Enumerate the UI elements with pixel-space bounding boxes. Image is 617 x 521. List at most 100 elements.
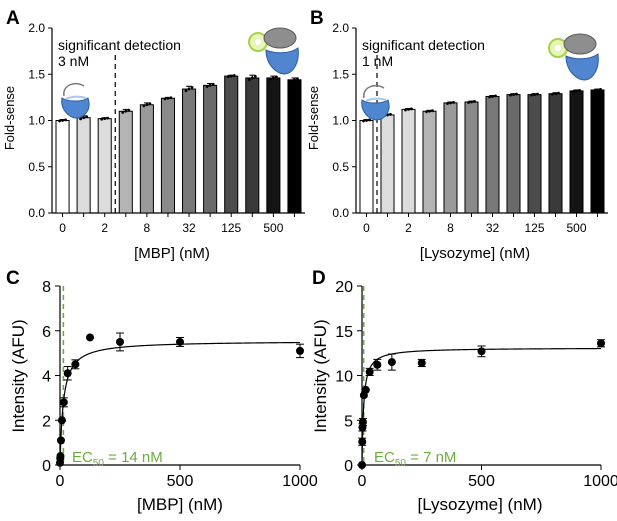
annotation-line2: 3 nM xyxy=(58,53,89,69)
replicate-point xyxy=(274,75,278,79)
bar-chart-area: 0.0 0.5 1.0 1.5 2.0 0 2 8 32 125 500 xyxy=(332,21,608,235)
replicate-point xyxy=(596,88,599,92)
replicate-point xyxy=(82,116,86,120)
data-point xyxy=(86,333,94,342)
replicate-point xyxy=(389,112,392,116)
y-axis-title: Fold-sense xyxy=(2,86,17,150)
data-point xyxy=(116,337,124,346)
ec50-label: EC50 = 7 nM xyxy=(374,449,456,469)
replicate-point xyxy=(425,110,428,114)
scatter-chart-area: 0 5 10 15 20 0 500 1000 xyxy=(335,279,617,490)
replicate-point xyxy=(407,108,410,111)
data-point xyxy=(597,339,605,348)
bar xyxy=(485,95,500,214)
replicate-point xyxy=(247,78,251,82)
panel-label: C xyxy=(6,268,20,289)
bound-sensor-icon xyxy=(248,27,299,75)
bar xyxy=(464,101,479,214)
replicate-point xyxy=(296,77,299,81)
fit-curve xyxy=(361,347,601,465)
ec50-sub: 50 xyxy=(395,458,407,469)
replicate-point xyxy=(512,93,515,96)
replicate-point xyxy=(205,85,209,88)
panel-label: D xyxy=(312,268,326,289)
x-tick-label: 2 xyxy=(101,221,108,235)
replicate-point xyxy=(85,115,89,119)
annotation-line1: significant detection xyxy=(58,37,181,53)
data-point xyxy=(361,385,370,394)
panel-label: A xyxy=(6,8,20,29)
bar xyxy=(527,94,542,214)
replicate-point xyxy=(190,85,194,89)
unbound-sensor-icon xyxy=(361,84,390,121)
y-tick-label: 0 xyxy=(42,458,51,475)
replicate-point xyxy=(103,117,107,121)
replicate-point xyxy=(362,119,365,123)
replicate-point xyxy=(211,82,215,86)
y-tick-label: 5 xyxy=(344,413,353,430)
ec50-prefix: EC xyxy=(374,449,395,466)
replicate-point xyxy=(449,101,452,105)
bar xyxy=(422,110,437,214)
y-axis-title: Fold-sense xyxy=(306,86,321,150)
unbound-sensor-icon xyxy=(61,82,90,119)
panel-c: C 0 2 4 6 8 0 500 1000 Intensity (AFU) [MBP] (n… xyxy=(6,268,318,514)
data-point xyxy=(71,360,80,369)
x-tick-label: 8 xyxy=(144,221,151,235)
x-tick-label: 500 xyxy=(566,221,586,235)
data-point xyxy=(176,337,184,346)
replicate-point xyxy=(79,117,83,121)
replicate-point xyxy=(470,100,473,104)
x-tick-label: 32 xyxy=(182,221,196,235)
y-tick-label: 6 xyxy=(42,324,51,341)
replicate-point xyxy=(148,102,152,106)
x-tick-label: 1000 xyxy=(583,473,617,490)
replicate-point xyxy=(530,93,533,97)
replicate-point xyxy=(491,95,494,98)
data-point xyxy=(56,436,65,445)
ec50-value: = 7 nM xyxy=(406,449,456,466)
annotation-line1: significant detection xyxy=(362,37,485,53)
replicate-point xyxy=(250,76,254,80)
data-point xyxy=(417,358,426,367)
y-tick-label: 0 xyxy=(344,458,353,475)
replicate-point xyxy=(473,100,476,103)
y-tick-label: 20 xyxy=(335,279,353,296)
panel-a: A 0.00.51.01.52.00 2 8 32 125 500 Fold-sense … xyxy=(2,8,305,262)
data-point xyxy=(358,437,367,446)
y-axis-title: Intensity (AFU) xyxy=(9,319,28,432)
bar xyxy=(76,117,91,214)
bar xyxy=(182,88,197,214)
bar xyxy=(590,89,605,214)
replicate-point xyxy=(509,93,512,97)
bar xyxy=(139,104,154,214)
replicate-point xyxy=(515,92,518,96)
x-tick-label: 8 xyxy=(447,221,454,235)
replicate-point xyxy=(58,119,61,123)
bar xyxy=(160,97,175,214)
replicate-point xyxy=(488,95,491,99)
replicate-point xyxy=(229,74,233,78)
y-tick-label: 1.0 xyxy=(28,114,45,128)
x-tick-label: 500 xyxy=(468,473,495,490)
x-tick-label: 32 xyxy=(486,221,500,235)
data-point xyxy=(358,418,367,427)
bar xyxy=(118,110,133,214)
x-axis-title: [MBP] (nM) xyxy=(134,245,210,262)
replicate-point xyxy=(124,109,128,113)
bar xyxy=(266,77,281,214)
replicate-point xyxy=(368,118,371,122)
x-axis-title: [Lysozyme] (nM) xyxy=(420,245,530,262)
replicate-point xyxy=(428,109,431,113)
replicate-point xyxy=(184,89,188,93)
y-tick-label: 1.5 xyxy=(332,67,349,81)
bar xyxy=(55,120,70,214)
ec50-label: EC50 = 14 nM xyxy=(72,449,163,469)
y-tick-label: 2.0 xyxy=(332,21,349,35)
bar xyxy=(287,79,302,214)
replicate-point xyxy=(536,92,539,96)
replicate-point xyxy=(232,74,236,77)
ec50-value: = 14 nM xyxy=(104,449,163,466)
y-tick-label: 0.5 xyxy=(332,160,349,174)
